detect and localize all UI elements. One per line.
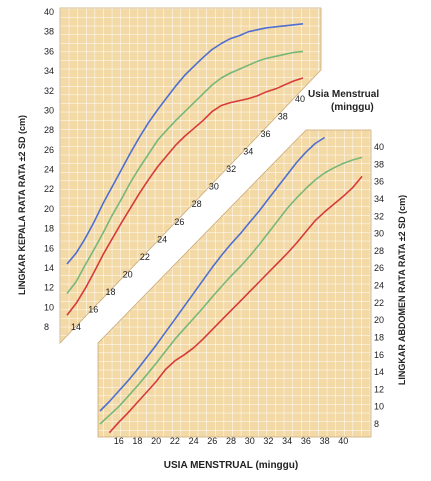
- head-y-tick-label: 14: [44, 263, 54, 273]
- band-title-line1: Usia Menstrual: [308, 89, 379, 100]
- band-week-label: 32: [226, 164, 236, 174]
- head-chart-area: [59, 7, 322, 344]
- abdomen-x-tick-label: 20: [151, 436, 161, 446]
- abdomen-x-tick-label: 24: [189, 436, 199, 446]
- head-y-tick-label: 24: [44, 165, 54, 175]
- abdomen-series-line-0: [108, 175, 363, 434]
- band-week-label: 34: [243, 147, 253, 157]
- abdomen-y-tick-label: 40: [374, 142, 384, 152]
- head-y-tick-label: 40: [44, 7, 54, 17]
- abdomen-y-tick-label: 34: [374, 194, 384, 204]
- head-y-tick-label: 34: [44, 66, 54, 76]
- head-y-tick-label: 38: [44, 27, 54, 37]
- band-week-label: 36: [261, 129, 271, 139]
- head-y-tick-label: 20: [44, 204, 54, 214]
- abdomen-x-tick-label: 26: [207, 436, 217, 446]
- abdomen-y-tick-label: 38: [374, 159, 384, 169]
- abdomen-x-axis-title: USIA MENSTRUAL (minggu): [164, 460, 298, 471]
- abdomen-y-tick-label: 30: [374, 229, 384, 239]
- band-week-label: 14: [71, 322, 81, 332]
- head-y-tick-label: 28: [44, 125, 54, 135]
- band-week-label: 16: [88, 304, 98, 314]
- head-y-tick-label: 30: [44, 105, 54, 115]
- abdomen-x-tick-label: 22: [170, 436, 180, 446]
- abdomen-y-tick-label: 26: [374, 263, 384, 273]
- abdomen-x-tick-label: 34: [282, 436, 292, 446]
- abdomen-y-axis-title: LINGKAR ABDOMEN RATA RATA ±2 SD (cm): [397, 195, 407, 385]
- abdomen-y-tick-label: 22: [374, 298, 384, 308]
- band-week-label: 20: [123, 269, 133, 279]
- band-week-label: 26: [174, 217, 184, 227]
- head-y-tick-label: 16: [44, 243, 54, 253]
- abdomen-y-tick-label: 8: [374, 419, 379, 429]
- abdomen-y-tick-label: 10: [374, 402, 384, 412]
- band-title-line2: (minggu): [331, 102, 374, 113]
- band-week-label: 28: [192, 199, 202, 209]
- head-series-line-2: [66, 23, 304, 265]
- abdomen-chart-area: [97, 129, 372, 438]
- abdomen-x-tick-label: 28: [226, 436, 236, 446]
- abdomen-y-tick-label: 32: [374, 211, 384, 221]
- abdomen-y-tick-label: 24: [374, 281, 384, 291]
- band-week-label: 40: [295, 94, 305, 104]
- abdomen-x-tick-label: 38: [320, 436, 330, 446]
- head-y-tick-label: 18: [44, 224, 54, 234]
- head-y-tick-label: 8: [44, 322, 49, 332]
- head-y-tick-label: 10: [44, 302, 54, 312]
- band-week-label: 18: [105, 287, 115, 297]
- abdomen-y-tick-label: 20: [374, 315, 384, 325]
- head-y-tick-label: 12: [44, 283, 54, 293]
- head-series-line-1: [66, 50, 304, 294]
- head-y-tick-label: 22: [44, 184, 54, 194]
- abdomen-series-line-1: [99, 156, 363, 425]
- head-y-tick-label: 32: [44, 86, 54, 96]
- abdomen-series-line-2: [99, 136, 326, 412]
- band-week-label: 30: [209, 182, 219, 192]
- abdomen-y-tick-label: 14: [374, 367, 384, 377]
- abdomen-x-tick-label: 32: [263, 436, 273, 446]
- abdomen-x-tick-label: 30: [245, 436, 255, 446]
- band-week-label: 38: [278, 112, 288, 122]
- abdomen-y-tick-label: 12: [374, 384, 384, 394]
- abdomen-y-tick-label: 28: [374, 246, 384, 256]
- abdomen-x-tick-label: 36: [301, 436, 311, 446]
- abdomen-x-tick-label: 18: [132, 436, 142, 446]
- head-series-line-0: [66, 77, 304, 316]
- abdomen-y-tick-label: 36: [374, 177, 384, 187]
- abdomen-x-tick-label: 40: [338, 436, 348, 446]
- band-week-label: 24: [157, 234, 167, 244]
- abdomen-y-tick-label: 16: [374, 350, 384, 360]
- head-y-axis-title: LINGKAR KEPALA RATA RATA ±2 SD (cm): [17, 115, 27, 295]
- head-y-tick-label: 26: [44, 145, 54, 155]
- head-y-tick-label: 36: [44, 46, 54, 56]
- abdomen-y-tick-label: 18: [374, 332, 384, 342]
- band-week-label: 22: [140, 252, 150, 262]
- abdomen-x-tick-label: 16: [114, 436, 124, 446]
